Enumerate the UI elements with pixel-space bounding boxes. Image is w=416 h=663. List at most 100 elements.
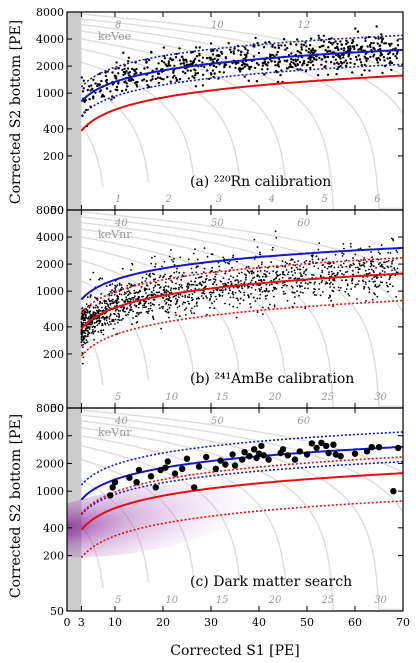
data-point <box>86 341 89 343</box>
data-point <box>312 63 315 67</box>
data-point <box>84 342 87 345</box>
data-point <box>163 260 166 263</box>
data-point <box>248 67 251 70</box>
data-point <box>157 81 160 85</box>
data-point <box>239 302 241 305</box>
data-point <box>176 300 179 303</box>
data-point <box>231 462 239 469</box>
data-point <box>229 451 236 458</box>
data-point <box>232 305 235 308</box>
data-point <box>229 296 232 299</box>
data-point <box>317 267 320 270</box>
data-point <box>192 252 195 255</box>
data-point <box>148 310 150 312</box>
data-point <box>96 317 99 320</box>
x-tick-label: 40 <box>252 616 266 629</box>
data-point <box>231 291 234 293</box>
data-point <box>97 331 100 333</box>
data-point <box>100 293 102 295</box>
data-point <box>302 266 305 269</box>
data-point <box>229 51 233 54</box>
data-point <box>243 65 247 68</box>
data-point <box>118 282 121 285</box>
data-point <box>326 55 330 59</box>
data-point <box>245 54 248 57</box>
data-point <box>320 45 323 48</box>
data-point <box>265 288 268 290</box>
data-point <box>354 285 356 288</box>
data-point <box>334 40 337 43</box>
data-point <box>370 41 373 45</box>
data-point <box>363 69 366 72</box>
data-point <box>220 280 222 283</box>
data-point <box>84 332 87 335</box>
data-point <box>380 276 383 279</box>
er-lower-quantile-line <box>80 63 403 117</box>
data-point <box>319 275 322 278</box>
data-point <box>198 46 201 49</box>
data-point <box>143 302 146 305</box>
data-point <box>359 45 363 49</box>
data-point <box>179 293 182 296</box>
data-point <box>374 285 376 288</box>
data-point <box>222 277 225 279</box>
data-point <box>95 321 97 324</box>
data-point <box>243 285 246 288</box>
data-point <box>184 294 187 297</box>
data-point <box>169 289 172 292</box>
data-point <box>120 288 123 291</box>
data-point <box>186 296 189 298</box>
data-point <box>324 266 326 268</box>
er-upper-quantile-line <box>80 431 403 486</box>
data-point <box>370 262 373 265</box>
data-point <box>268 284 271 286</box>
data-point <box>185 60 188 63</box>
data-point <box>89 304 92 307</box>
data-point <box>167 62 170 65</box>
data-point <box>227 292 230 295</box>
data-point <box>333 62 336 65</box>
data-point <box>240 271 243 274</box>
data-point <box>318 282 321 285</box>
data-point <box>300 46 303 49</box>
data-point <box>379 54 382 57</box>
data-point <box>245 266 248 269</box>
data-point <box>390 68 393 72</box>
data-point <box>89 315 92 317</box>
data-point <box>88 332 91 335</box>
data-point <box>239 456 246 463</box>
data-point <box>284 48 287 51</box>
data-point <box>152 316 154 319</box>
data-point <box>206 297 208 299</box>
data-point <box>132 317 135 319</box>
data-point <box>87 323 89 326</box>
y-tick-label: 400 <box>43 522 64 535</box>
data-point <box>112 290 115 293</box>
data-point <box>150 294 153 297</box>
data-point <box>179 465 186 472</box>
data-point <box>164 458 171 465</box>
data-point <box>87 326 90 328</box>
data-point <box>290 259 292 261</box>
data-point <box>284 261 287 263</box>
data-point <box>203 292 206 295</box>
data-point <box>314 49 317 52</box>
data-point <box>93 313 96 316</box>
data-point <box>181 295 184 298</box>
data-point <box>81 332 84 335</box>
data-point <box>152 298 155 301</box>
data-point <box>303 451 311 458</box>
data-point <box>277 44 280 47</box>
data-point <box>206 255 209 258</box>
data-point <box>133 69 136 72</box>
data-point <box>357 271 360 274</box>
data-point <box>178 59 181 62</box>
data-point <box>234 291 237 294</box>
data-point <box>388 51 391 54</box>
data-point <box>114 75 118 78</box>
data-point <box>238 66 241 70</box>
data-point <box>245 276 247 279</box>
data-point <box>263 270 266 272</box>
data-point <box>309 58 312 61</box>
data-point <box>81 322 84 325</box>
